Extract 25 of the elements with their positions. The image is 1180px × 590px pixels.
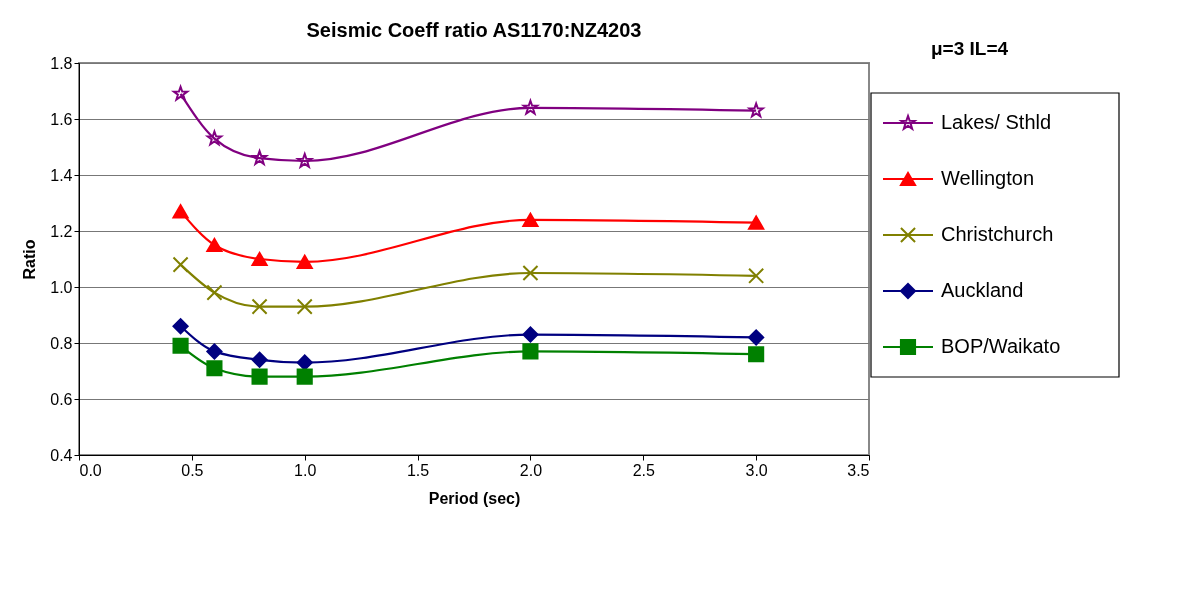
y-tick-label: 1.2 [50, 222, 73, 240]
legend-label: Christchurch [941, 223, 1054, 245]
y-tick-label: 1.8 [50, 54, 73, 72]
x-axis-title: Period (sec) [428, 489, 521, 507]
x-tick-label: 0.0 [79, 461, 102, 479]
y-tick-label: 1.0 [50, 278, 73, 296]
x-tick-label: 0.5 [181, 461, 204, 479]
x-tick-label: 1.5 [406, 461, 430, 479]
text: μ=3 IL=4 [931, 38, 1009, 59]
y-tick-label: 0.4 [50, 446, 73, 464]
y-axis-title: Ratio [21, 239, 39, 280]
chart-title: Seismic Coeff ratio AS1170:NZ4203 [306, 19, 642, 41]
y-tick-label: 1.6 [50, 110, 73, 128]
x-tick-label: 3.5 [847, 461, 870, 479]
x-tick-label: 1.0 [294, 461, 317, 479]
x-tick-label: 2.5 [632, 461, 655, 479]
legend-label: Auckland [941, 279, 1024, 301]
y-tick-label: 1.4 [50, 166, 73, 184]
x-tick-label: 2.0 [519, 461, 543, 479]
legend-label: BOP/Waikato [941, 335, 1061, 357]
y-tick-label: 0.6 [50, 390, 73, 408]
legend-label: Wellington [941, 167, 1035, 189]
legend-label: Lakes/ Sthld [941, 111, 1052, 133]
x-tick-label: 3.0 [745, 461, 768, 479]
y-tick-label: 0.8 [50, 334, 73, 352]
